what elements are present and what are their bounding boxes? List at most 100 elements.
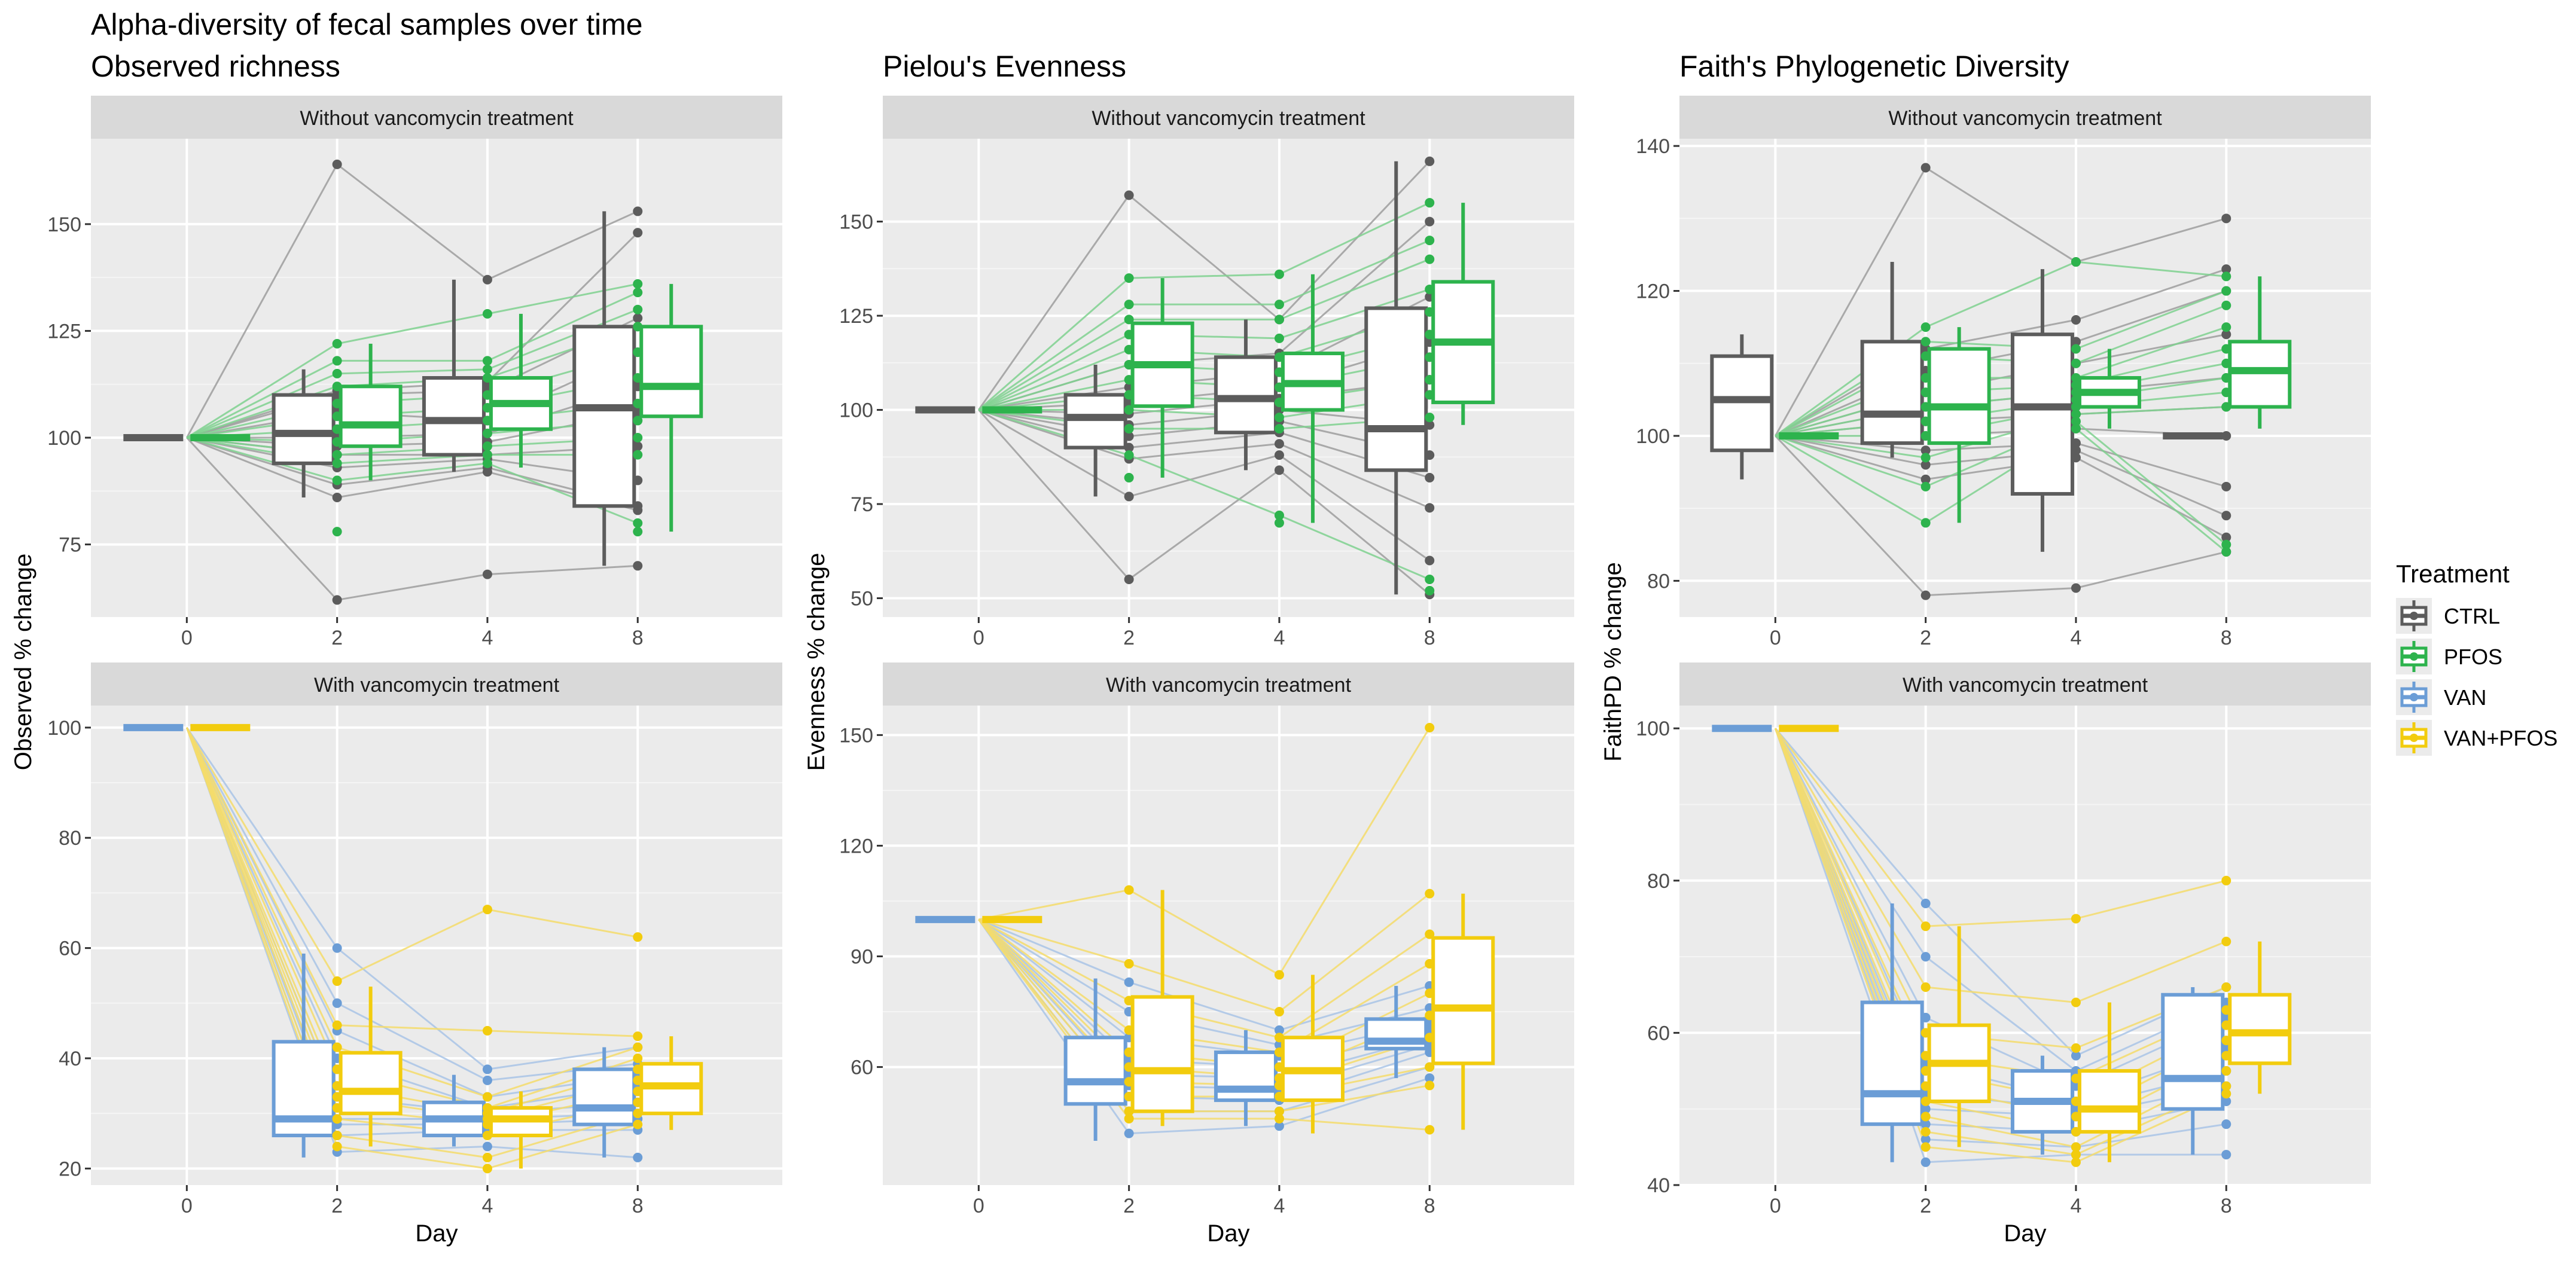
data-point-van+pfos — [1124, 1113, 1134, 1123]
sample-line-van+pfos — [186, 727, 638, 982]
sample-line-van+pfos — [978, 918, 1430, 1068]
sample-line-ctrl — [187, 351, 638, 439]
y-tick-label: 80 — [1647, 870, 1670, 893]
sample-line-pfos — [1775, 290, 2227, 437]
sample-line-pfos — [978, 201, 1430, 411]
legend-key-point — [2410, 734, 2418, 742]
data-point-pfos — [482, 373, 492, 383]
data-point-van+pfos — [2221, 1005, 2231, 1015]
sample-line-van — [1774, 728, 2227, 1103]
data-point-van+pfos — [482, 1119, 492, 1129]
sample-line-ctrl — [978, 409, 1430, 479]
data-point-van+pfos — [1920, 982, 1931, 993]
sample-line-ctrl — [978, 409, 1431, 561]
box — [1130, 995, 1194, 1113]
data-point-ctrl — [1124, 575, 1134, 585]
data-point-pfos — [332, 356, 342, 366]
x-tick-label: 2 — [1123, 627, 1135, 649]
data-point-pfos — [1920, 373, 1931, 383]
boxplot-van+pfos-day-4 — [489, 1091, 553, 1169]
data-point-pfos — [2071, 416, 2081, 426]
data-point-pfos — [1425, 352, 1435, 362]
data-point-ctrl — [1425, 555, 1435, 566]
y-tick-label: 100 — [839, 399, 873, 422]
sample-line-ctrl — [186, 317, 638, 439]
figure-title: Alpha-diversity of fecal samples over ti… — [91, 8, 643, 41]
data-point-ctrl — [2071, 453, 2081, 463]
x-tick-label: 4 — [2070, 627, 2081, 649]
sample-line-van+pfos — [978, 727, 1431, 976]
box — [2077, 1069, 2141, 1134]
data-point-pfos — [1274, 333, 1284, 343]
sample-line-van — [185, 727, 638, 1126]
boxplot-ctrl-day-0 — [1710, 334, 1774, 480]
sample-line-pfos — [186, 291, 638, 439]
data-point-van+pfos — [2221, 1089, 2231, 1099]
data-point-van — [1920, 898, 1931, 908]
data-point-ctrl — [1425, 420, 1435, 430]
y-axis-label: Observed % change — [10, 554, 36, 770]
data-point-van+pfos — [1124, 958, 1134, 969]
sample-line-ctrl — [186, 436, 638, 507]
data-point-pfos — [482, 450, 492, 460]
data-point-pfos — [1274, 367, 1284, 377]
data-point-pfos — [1425, 198, 1435, 208]
data-point-ctrl — [1425, 472, 1435, 483]
data-point-van+pfos — [482, 1164, 492, 1174]
sample-line-pfos — [1775, 420, 2227, 545]
sample-line-van — [185, 727, 638, 1109]
data-point-ctrl — [482, 467, 492, 477]
data-point-pfos — [1124, 329, 1134, 340]
data-point-pfos — [482, 403, 492, 413]
data-point-van+pfos — [1425, 988, 1435, 999]
data-point-pfos — [1920, 453, 1931, 463]
box — [1063, 1036, 1127, 1106]
strip-label: Without vancomycin treatment — [1092, 107, 1365, 130]
data-point-van — [1124, 977, 1134, 987]
sample-line-van+pfos — [185, 727, 638, 1109]
data-point-pfos — [332, 381, 342, 392]
sample-line-pfos — [978, 356, 1430, 411]
data-point-pfos — [332, 527, 342, 537]
data-point-van+pfos — [1920, 921, 1931, 932]
chart-title: Observed richness — [91, 50, 340, 83]
data-point-pfos — [2221, 402, 2231, 412]
y-tick-label: 140 — [1636, 135, 1670, 158]
data-point-ctrl — [633, 313, 643, 323]
data-point-van — [1920, 1157, 1931, 1167]
data-point-van+pfos — [1920, 1028, 1931, 1038]
data-point-ctrl — [1920, 445, 1931, 456]
box — [2010, 332, 2074, 496]
data-point-pfos — [633, 433, 643, 442]
y-tick-label: 150 — [47, 213, 81, 236]
sample-line-van+pfos — [978, 918, 1430, 1086]
data-point-pfos — [2221, 286, 2231, 296]
y-tick-label: 100 — [47, 717, 81, 740]
x-tick-label: 0 — [1770, 627, 1781, 649]
data-point-pfos — [633, 398, 643, 408]
box — [2228, 993, 2292, 1065]
boxplot-van+pfos-day-4 — [1281, 975, 1345, 1134]
data-point-van — [482, 1075, 492, 1085]
data-point-pfos — [2221, 373, 2231, 383]
sample-line-van+pfos — [1775, 728, 2227, 927]
x-axis-title: Day — [2004, 1220, 2046, 1247]
data-point-pfos — [482, 428, 492, 438]
data-point-van — [633, 1152, 643, 1162]
data-point-van+pfos — [1124, 1106, 1134, 1116]
data-point-pfos — [1425, 236, 1435, 246]
data-point-van+pfos — [1920, 1051, 1931, 1061]
data-point-van — [1920, 1012, 1931, 1022]
legend-label: VAN — [2444, 685, 2486, 710]
data-point-ctrl — [1425, 216, 1435, 227]
data-point-pfos — [332, 458, 342, 468]
boxplot-van-day-4 — [2010, 1055, 2074, 1155]
data-point-ctrl — [332, 493, 342, 502]
chart-2: Pielou's Evenness Evenness % change Withou… — [803, 50, 1574, 1247]
chart-title: Pielou's Evenness — [883, 50, 1126, 83]
data-point-van+pfos — [2071, 1112, 2081, 1122]
sample-line-pfos — [186, 309, 638, 439]
sample-line-van+pfos — [978, 893, 1431, 1013]
data-point-pfos — [1124, 405, 1134, 415]
